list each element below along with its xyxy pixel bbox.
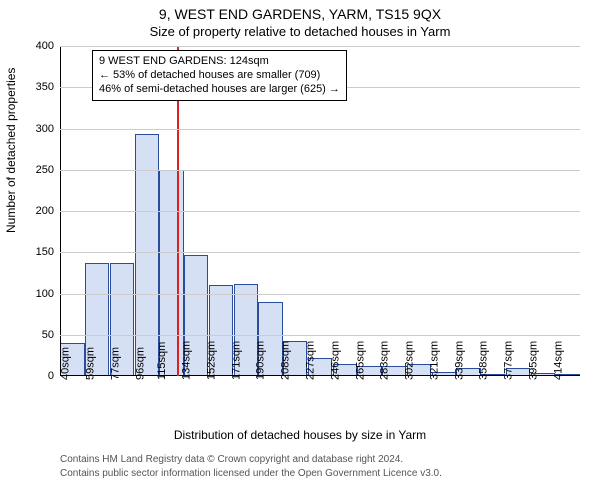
y-tick-label: 0	[48, 370, 54, 382]
x-axis-label: Distribution of detached houses by size …	[0, 428, 600, 442]
annotation-line-2: ← 53% of detached houses are smaller (70…	[99, 69, 340, 83]
x-tick-label: 377sqm	[503, 341, 515, 380]
x-tick-label: 59sqm	[85, 347, 97, 380]
x-tick-label: 321sqm	[428, 341, 440, 380]
annotation-line-3: 46% of semi-detached houses are larger (…	[99, 83, 340, 97]
x-tick-label: 115sqm	[156, 342, 168, 380]
x-tick-label: 152sqm	[205, 341, 217, 380]
grid-line	[60, 252, 580, 253]
y-axis-label: Number of detached properties	[4, 68, 18, 233]
x-tick-label: 171sqm	[230, 341, 242, 380]
x-tick-label: 302sqm	[403, 341, 415, 380]
x-tick-label: 246sqm	[329, 341, 341, 380]
y-tick-label: 250	[36, 164, 54, 176]
grid-line	[60, 211, 580, 212]
x-tick-label: 358sqm	[478, 341, 490, 380]
chart-subtitle: Size of property relative to detached ho…	[0, 24, 600, 39]
chart-title: 9, WEST END GARDENS, YARM, TS15 9QX	[0, 6, 600, 22]
x-tick-label: 134sqm	[181, 341, 193, 380]
x-tick-label: 77sqm	[109, 347, 121, 380]
x-tick-label: 395sqm	[527, 341, 539, 380]
x-tick-label: 190sqm	[255, 341, 267, 380]
y-tick-label: 400	[36, 40, 54, 52]
grid-line	[60, 335, 580, 336]
x-tick-label: 40sqm	[60, 347, 72, 380]
x-tick-label: 208sqm	[280, 341, 292, 380]
x-tick-label: 265sqm	[354, 341, 366, 380]
y-tick-label: 200	[36, 205, 54, 217]
y-tick-label: 150	[36, 246, 54, 258]
footer-copyright: Contains HM Land Registry data © Crown c…	[60, 454, 403, 465]
annotation-box: 9 WEST END GARDENS: 124sqm ← 53% of deta…	[92, 50, 347, 101]
y-tick-label: 100	[36, 288, 54, 300]
y-tick-label: 300	[36, 123, 54, 135]
x-tick-label: 339sqm	[453, 341, 465, 380]
grid-line	[60, 170, 580, 171]
x-tick-label: 414sqm	[552, 341, 564, 380]
grid-line	[60, 129, 580, 130]
x-tick-label: 227sqm	[304, 341, 316, 380]
x-tick-label: 96sqm	[134, 347, 146, 380]
x-tick-label: 283sqm	[379, 341, 391, 380]
y-tick-label: 350	[36, 81, 54, 93]
y-tick-label: 50	[42, 329, 54, 341]
grid-line	[60, 294, 580, 295]
annotation-line-1: 9 WEST END GARDENS: 124sqm	[99, 55, 340, 69]
grid-line	[60, 46, 580, 47]
footer-license: Contains public sector information licen…	[60, 468, 442, 479]
